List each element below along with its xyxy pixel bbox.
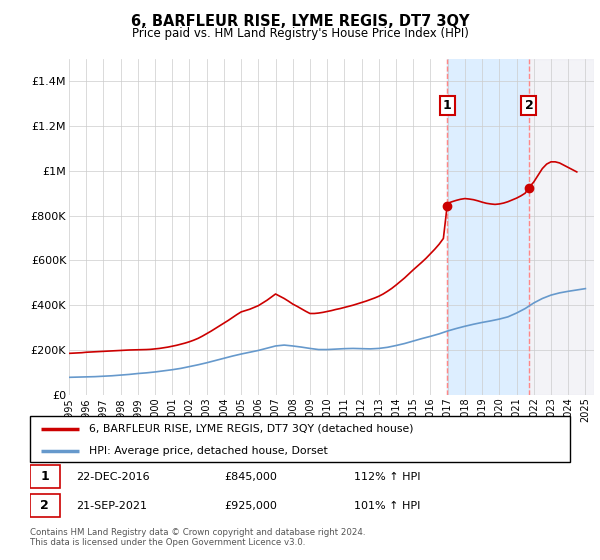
Text: 101% ↑ HPI: 101% ↑ HPI — [354, 501, 421, 511]
FancyBboxPatch shape — [30, 416, 570, 462]
FancyBboxPatch shape — [30, 494, 60, 517]
Text: 2: 2 — [524, 99, 533, 113]
Text: 6, BARFLEUR RISE, LYME REGIS, DT7 3QY (detached house): 6, BARFLEUR RISE, LYME REGIS, DT7 3QY (d… — [89, 424, 414, 434]
Text: Contains HM Land Registry data © Crown copyright and database right 2024.
This d: Contains HM Land Registry data © Crown c… — [30, 528, 365, 547]
Text: 112% ↑ HPI: 112% ↑ HPI — [354, 472, 421, 482]
Bar — [447, 59, 529, 395]
Text: £925,000: £925,000 — [224, 501, 277, 511]
Text: Price paid vs. HM Land Registry's House Price Index (HPI): Price paid vs. HM Land Registry's House … — [131, 27, 469, 40]
Text: £845,000: £845,000 — [224, 472, 277, 482]
Text: 21-SEP-2021: 21-SEP-2021 — [76, 501, 147, 511]
FancyBboxPatch shape — [30, 465, 60, 488]
Text: 6, BARFLEUR RISE, LYME REGIS, DT7 3QY: 6, BARFLEUR RISE, LYME REGIS, DT7 3QY — [131, 14, 469, 29]
Text: 1: 1 — [443, 99, 452, 113]
Text: 2: 2 — [40, 499, 49, 512]
Text: HPI: Average price, detached house, Dorset: HPI: Average price, detached house, Dors… — [89, 446, 328, 455]
Bar — [529, 59, 594, 395]
Text: 22-DEC-2016: 22-DEC-2016 — [76, 472, 149, 482]
Text: 1: 1 — [40, 470, 49, 483]
